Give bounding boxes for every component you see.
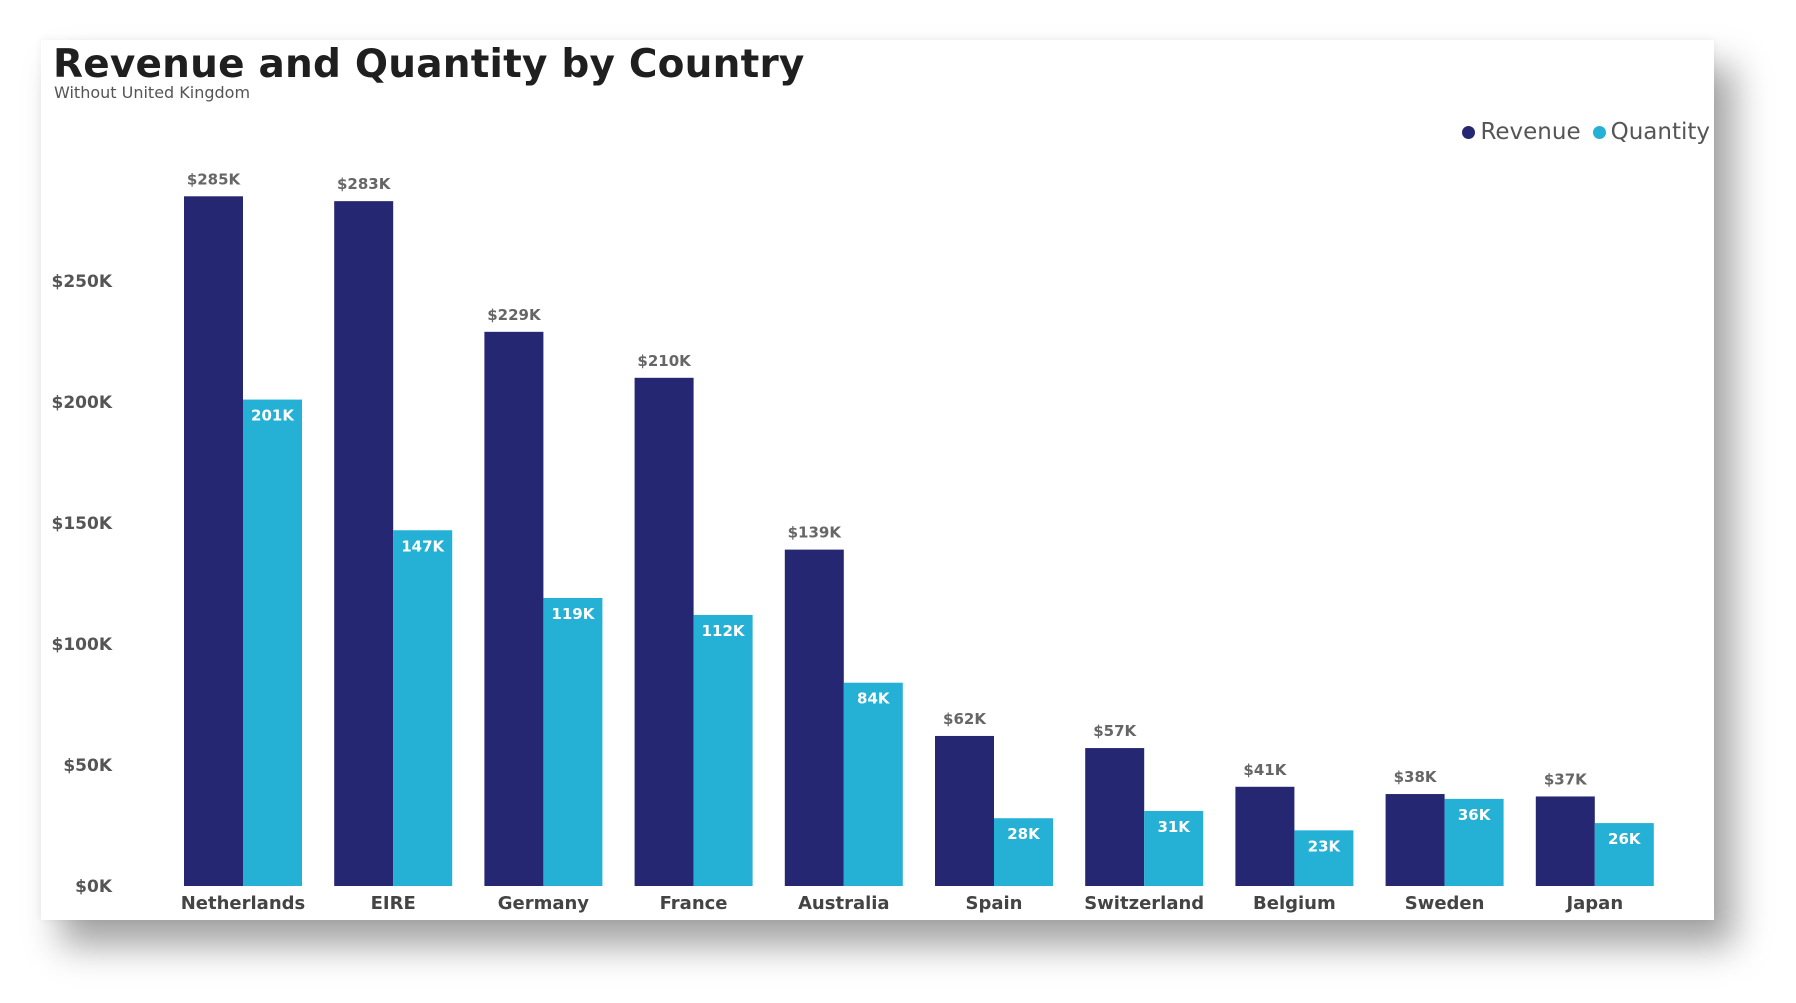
quantity-data-label: 112K [702, 622, 746, 640]
revenue-data-label: $283K [337, 175, 392, 193]
x-tick-label: Switzerland [1084, 893, 1204, 914]
quantity-bar [693, 614, 753, 886]
quantity-data-label: 31K [1157, 818, 1191, 836]
quantity-bar [393, 530, 453, 886]
quantity-bar [1444, 798, 1504, 886]
legend-label-quantity: Quantity [1610, 119, 1710, 145]
x-tick-label: Australia [798, 893, 890, 914]
revenue-data-label: $38K [1394, 768, 1438, 786]
chart-title: Revenue and Quantity by Country [53, 42, 805, 87]
quantity-bar [1294, 830, 1354, 886]
quantity-bar [1144, 810, 1204, 886]
revenue-bar [484, 331, 544, 886]
legend-swatch-revenue [1462, 125, 1476, 139]
quantity-bar [243, 399, 302, 886]
x-tick-label: Germany [498, 893, 590, 914]
x-tick-label: Netherlands [181, 893, 306, 914]
revenue-bar [935, 735, 994, 886]
revenue-data-label: $229K [487, 306, 542, 324]
chart-card: Revenue and Quantity by Country Without … [41, 40, 1714, 920]
revenue-data-label: $210K [637, 352, 692, 370]
chart-subtitle: Without United Kingdom [54, 83, 251, 102]
quantity-data-label: 28K [1007, 825, 1041, 843]
quantity-data-label: 26K [1608, 830, 1642, 848]
revenue-bar [634, 377, 694, 886]
y-tick-label: $200K [52, 393, 113, 413]
legend-label-revenue: Revenue [1480, 119, 1581, 145]
revenue-bar [1535, 796, 1595, 886]
y-tick-label: $100K [52, 635, 113, 655]
x-tick-label: Sweden [1405, 893, 1485, 914]
bar-plot: $0K $50K $100K $150K $200K $250K $285K 201K Neth… [52, 170, 1654, 914]
quantity-data-label: 119K [551, 605, 595, 623]
quantity-data-label: 147K [401, 537, 445, 555]
revenue-data-label: $37K [1544, 770, 1588, 788]
quantity-data-label: 201K [251, 407, 295, 425]
quantity-bar [543, 598, 603, 886]
revenue-bar [1085, 748, 1145, 886]
revenue-bar [784, 549, 844, 886]
quantity-data-label: 84K [857, 690, 891, 708]
y-tick-label: $150K [52, 514, 113, 534]
quantity-bar [843, 682, 903, 886]
x-tick-label: Japan [1564, 893, 1623, 914]
revenue-data-label: $285K [187, 170, 242, 188]
legend: Revenue Quantity [1462, 119, 1710, 145]
legend-swatch-quantity [1592, 125, 1606, 139]
revenue-data-label: $62K [943, 710, 987, 728]
x-tick-label: Spain [966, 893, 1023, 914]
x-tick-label: EIRE [371, 893, 416, 914]
quantity-bar [994, 818, 1053, 886]
y-tick-label: $50K [63, 756, 112, 776]
y-tick-label: $0K [75, 877, 113, 897]
revenue-bar [334, 201, 394, 886]
x-tick-label: France [660, 893, 728, 914]
revenue-data-label: $41K [1243, 761, 1287, 779]
revenue-data-label: $57K [1093, 722, 1137, 740]
quantity-data-label: 23K [1308, 837, 1342, 855]
revenue-bar [184, 196, 243, 887]
y-tick-label: $250K [52, 272, 113, 292]
legend-item-revenue[interactable]: Revenue [1462, 119, 1581, 145]
revenue-bar [1385, 794, 1445, 886]
x-tick-label: Belgium [1253, 893, 1336, 914]
quantity-data-label: 36K [1458, 806, 1492, 824]
legend-item-quantity[interactable]: Quantity [1592, 119, 1710, 145]
revenue-data-label: $139K [788, 524, 843, 542]
quantity-bar [1594, 823, 1654, 886]
revenue-bar [1235, 786, 1295, 886]
